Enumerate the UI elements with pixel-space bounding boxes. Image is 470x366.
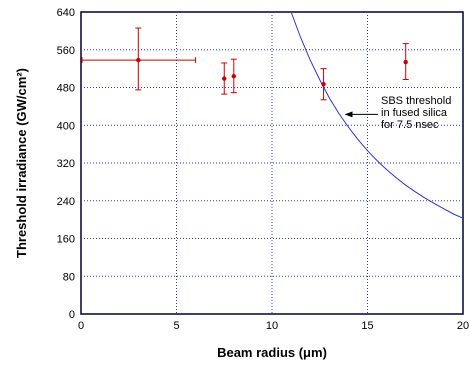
data-point-group — [230, 58, 237, 94]
y-tick-label: 320 — [57, 158, 75, 170]
annotation-text: SBS threshold — [381, 95, 451, 107]
x-tick-label: 5 — [173, 320, 179, 332]
annotation-text: in fused silica — [381, 107, 448, 119]
y-tick-label: 560 — [57, 45, 75, 57]
y-tick-label: 400 — [57, 120, 75, 132]
data-point — [222, 76, 227, 81]
data-point-group — [402, 43, 409, 80]
x-tick-label: 10 — [266, 320, 278, 332]
data-point — [403, 59, 408, 65]
y-tick-label: 480 — [57, 83, 75, 95]
threshold-curve-layer — [290, 12, 463, 219]
y-tick-label: 0 — [69, 309, 75, 321]
y-tick-label: 80 — [63, 271, 75, 283]
data-point-group — [221, 62, 228, 95]
data-point — [136, 57, 141, 63]
data-point-group — [320, 68, 327, 101]
y-axis-label: Threshold irradiance (GW/cm²) — [14, 68, 29, 258]
grid — [81, 12, 463, 314]
y-tick-label: 240 — [57, 196, 75, 208]
x-axis-label: Beam radius (μm) — [217, 345, 327, 360]
sbs-threshold-curve — [290, 12, 463, 219]
x-tick-label: 15 — [361, 320, 373, 332]
x-tick-label: 0 — [78, 320, 84, 332]
data-point-group — [81, 27, 197, 91]
y-tick-label: 640 — [57, 7, 75, 19]
data-point — [231, 73, 236, 79]
annotation-text: for 7.5 nsec — [381, 119, 439, 131]
data-point — [321, 81, 326, 87]
data-points-layer — [81, 27, 409, 101]
tick-labels: 0 5 10 15 20 0 80 160 240 320 400 480 560 640 — [57, 7, 469, 332]
x-tick-label: 20 — [457, 320, 469, 332]
y-tick-label: 160 — [57, 234, 75, 246]
